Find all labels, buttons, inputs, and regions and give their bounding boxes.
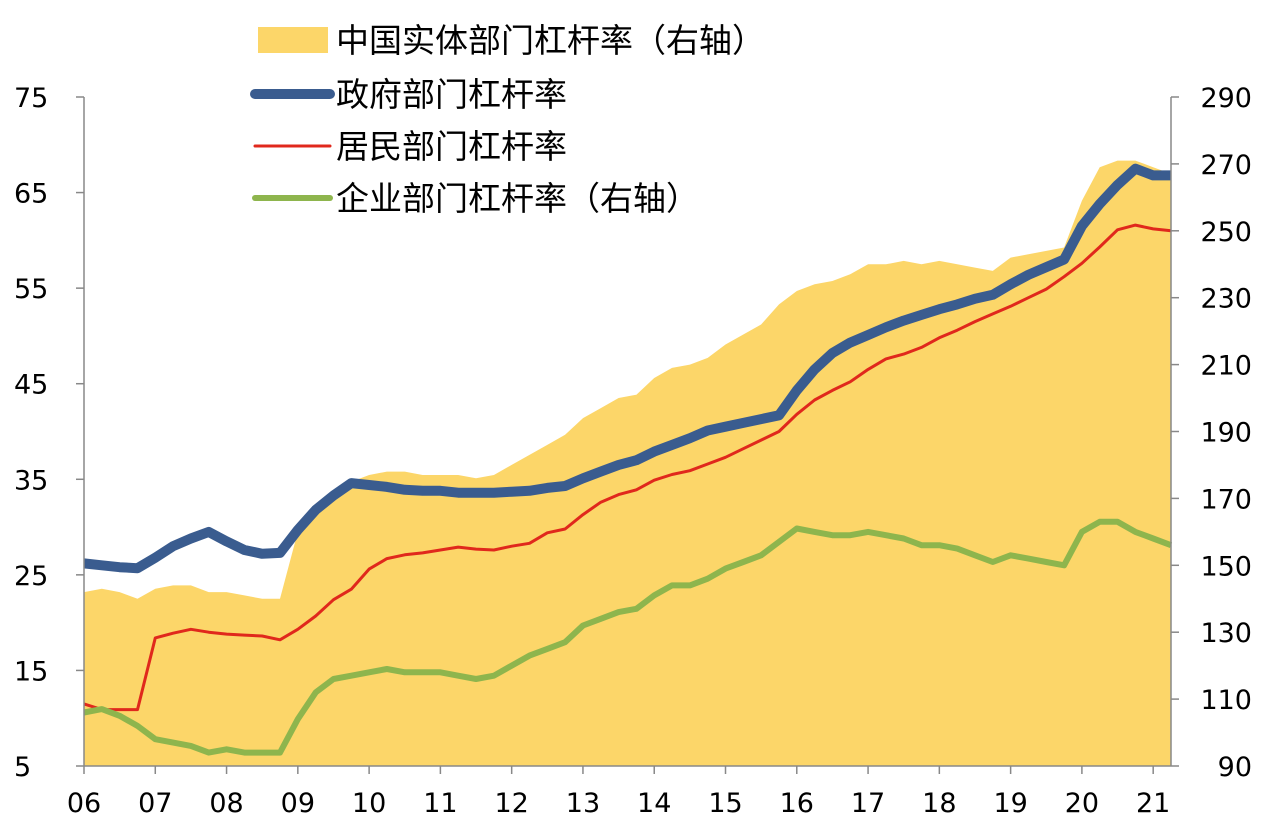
x-tick-label: 06	[67, 788, 101, 819]
x-tick-label: 15	[708, 788, 742, 819]
legend-swatch	[258, 27, 328, 53]
legend-label: 政府部门杠杆率	[336, 75, 567, 114]
y-left-tick-label: 55	[14, 274, 48, 305]
y-right-tick-label: 210	[1200, 351, 1252, 382]
legend-label: 中国实体部门杠杆率（右轴）	[336, 21, 765, 60]
legend-item: 政府部门杠杆率	[250, 75, 567, 114]
x-tick-label: 12	[494, 788, 528, 819]
y-right-tick-label: 270	[1200, 150, 1252, 181]
y-left-tick-label: 35	[14, 465, 48, 496]
x-tick-label: 13	[566, 788, 600, 819]
legend-label: 企业部门杠杆率（右轴）	[336, 179, 699, 218]
series-2-line	[83, 223, 1172, 712]
legend-item: 中国实体部门杠杆率（右轴）	[258, 21, 765, 60]
y-left-tick-label: 65	[14, 179, 48, 210]
y-right-tick-label: 170	[1200, 484, 1252, 515]
x-tick-label: 16	[780, 788, 814, 819]
y-left-tick-label: 15	[14, 656, 48, 687]
x-tick-label: 09	[281, 788, 315, 819]
y-left-tick-label: 75	[14, 83, 48, 114]
y-right-tick-label: 130	[1200, 618, 1252, 649]
y-right-tick-label: 290	[1200, 83, 1252, 114]
y-right-tick-label: 110	[1200, 685, 1252, 716]
y-right-tick-label: 190	[1200, 418, 1252, 449]
x-tick-label: 08	[209, 788, 243, 819]
x-tick-label: 19	[993, 788, 1027, 819]
x-tick-label: 14	[637, 788, 671, 819]
axes: 5 15 25 35 45 55 65 75 90 110 130 150 170 190 210 230 25…	[14, 83, 1252, 819]
legend-item: 企业部门杠杆率（右轴）	[252, 179, 699, 218]
x-tick-label: 11	[423, 788, 457, 819]
y-right-tick-label: 230	[1200, 284, 1252, 315]
legend-item: 居民部门杠杆率	[253, 127, 567, 166]
plot-series	[83, 160, 1173, 767]
x-tick-label: 18	[922, 788, 956, 819]
legend-label: 居民部门杠杆率	[336, 127, 567, 166]
x-tick-label: 10	[352, 788, 386, 819]
y-right-tick-label: 150	[1200, 551, 1252, 582]
y-left-tick-label: 5	[14, 752, 31, 783]
x-tick-label: 17	[851, 788, 885, 819]
y-left-tick-label: 45	[14, 370, 48, 401]
x-tick-label: 21	[1136, 788, 1170, 819]
y-right-tick-label: 250	[1200, 217, 1252, 248]
y-left-tick-label: 25	[14, 561, 48, 592]
series-1-line	[83, 163, 1171, 574]
series-3-line	[83, 518, 1173, 756]
x-tick-label: 07	[138, 788, 172, 819]
x-tick-label: 20	[1065, 788, 1099, 819]
y-right-tick-label: 90	[1218, 752, 1252, 783]
